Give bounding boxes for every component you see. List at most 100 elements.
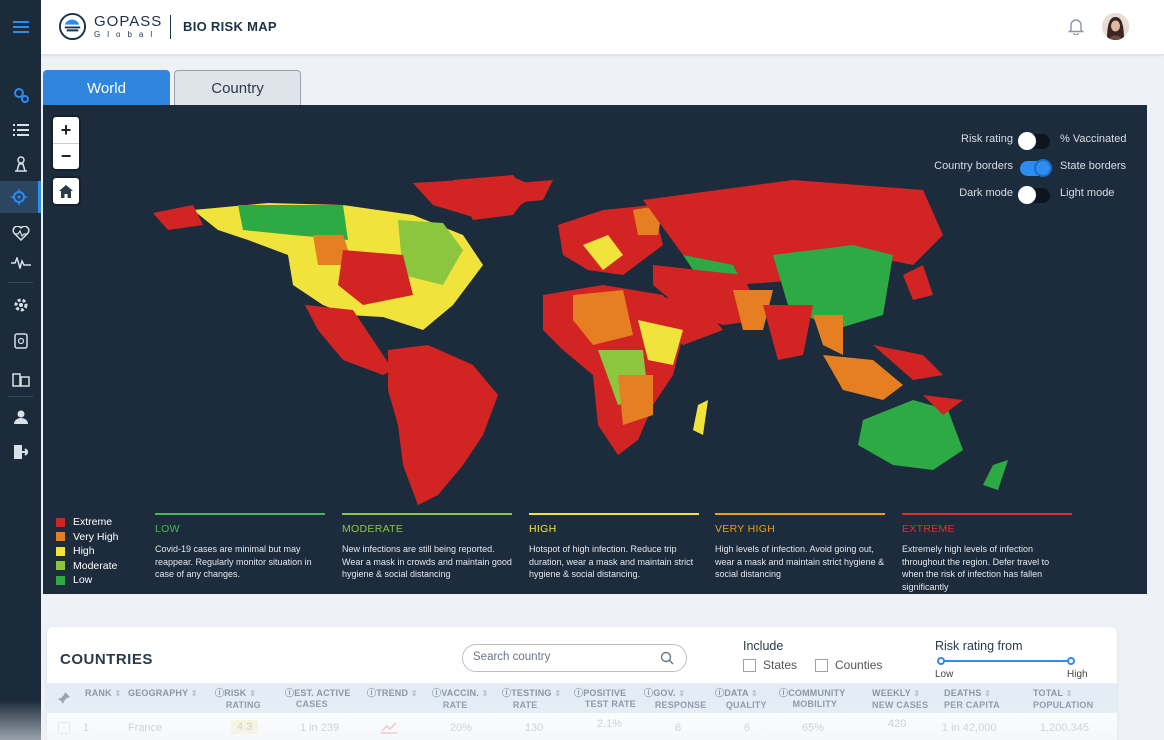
pin-icon[interactable]: [58, 692, 70, 704]
risk-level-low: LOW Covid-19 cases are minimal but may r…: [155, 513, 325, 581]
mode-switch[interactable]: [1018, 186, 1050, 204]
search-input[interactable]: [473, 651, 653, 663]
menu-icon[interactable]: [0, 12, 41, 42]
legend-item: Moderate: [56, 559, 119, 574]
gears-icon: [13, 88, 29, 103]
risk-vaccinated-switch[interactable]: [1018, 132, 1050, 150]
traveler-icon: [14, 156, 27, 172]
risk-level-title: VERY HIGH: [715, 523, 776, 535]
risk-level-title: LOW: [155, 523, 180, 535]
toggle-risk-vaccinated: Risk rating % Vaccinated: [923, 132, 1143, 151]
risk-level-title: HIGH: [529, 523, 557, 535]
document-icon: [13, 333, 28, 349]
sidebar-item-documents[interactable]: [0, 326, 41, 356]
cell-mobility: 65%: [802, 722, 825, 734]
row-checkbox[interactable]: [58, 722, 70, 734]
risk-level-title: EXTREME: [902, 523, 955, 535]
toggle-mode: Dark mode Light mode: [923, 186, 1143, 205]
sidebar-item-buildings[interactable]: [0, 364, 41, 394]
trend-up-icon: [381, 722, 397, 734]
column-header[interactable]: ⓘDATA ⇕ QUALITY: [715, 688, 767, 710]
column-header[interactable]: ⓘVACCIN. ⇕ RATE: [432, 688, 489, 710]
column-header[interactable]: ⓘCOMMUNITY MOBILITY: [779, 688, 846, 709]
reset-view-button[interactable]: [53, 178, 79, 204]
cell-active-cases: 1 in 239: [300, 722, 340, 734]
slider-high-label: High: [1067, 669, 1088, 680]
gopass-logo-icon: [58, 12, 87, 41]
legend-item: Low: [56, 573, 119, 588]
sidebar-item-health[interactable]: [0, 218, 41, 248]
legend-item: High: [56, 544, 119, 559]
cell-geography: France: [128, 722, 163, 734]
countries-title: COUNTRIES: [60, 651, 153, 668]
risk-level-high: HIGH Hotspot of high infection. Reduce t…: [529, 513, 699, 581]
tab-world[interactable]: World: [43, 70, 170, 106]
slider-low-handle[interactable]: [937, 657, 945, 665]
sidebar-item-travel[interactable]: [0, 149, 41, 179]
map-legend: Extreme Very High High Moderate Low: [56, 515, 119, 588]
column-header[interactable]: TOTAL ⇕ POPULATION: [1033, 688, 1094, 710]
column-header[interactable]: ⓘEST. ACTIVE CASES: [285, 688, 351, 709]
world-map-svg[interactable]: [43, 105, 1147, 594]
table-row[interactable]: 1 France 4.3 1 in 239 20% 130 2.1% 6 6 6…: [47, 715, 1117, 740]
top-header: GOPASS Global BIO RISK MAP: [41, 0, 1164, 54]
sidebar-item-logout[interactable]: [0, 437, 41, 467]
risk-range-slider[interactable]: [937, 657, 1075, 665]
include-states-checkbox[interactable]: States: [743, 658, 797, 672]
zoom-in-button[interactable]: +: [60, 119, 72, 140]
column-header[interactable]: ⓘTREND ⇕: [367, 688, 418, 698]
column-header[interactable]: ⓘTESTING ⇕ RATE: [502, 688, 562, 710]
risk-level-moderate: MODERATE New infections are still being …: [342, 513, 512, 581]
risk-level-extreme: EXTREME Extremely high levels of infecti…: [902, 513, 1072, 593]
cell-population: 1,200,345: [1040, 722, 1089, 734]
virus-icon: [11, 189, 27, 205]
notification-bell-icon[interactable]: [1068, 18, 1084, 35]
heart-pulse-icon: [12, 225, 29, 241]
page-title: BIO RISK MAP: [183, 19, 277, 34]
column-header[interactable]: ⓘRISK ⇕ RATING: [215, 688, 261, 710]
countries-table-header: RANK ⇕ GEOGRAPHY ⇕ ⓘRISK ⇕ RATING ⓘEST. …: [47, 683, 1117, 713]
activity-icon: [10, 257, 31, 269]
sidebar-item-bio-risk-map[interactable]: [0, 181, 41, 213]
column-header[interactable]: ⓘPOSITIVE TEST RATE: [574, 688, 636, 709]
zoom-control: + −: [53, 117, 79, 169]
sidebar-item-profile[interactable]: [0, 402, 41, 432]
cell-weekly-cases: 420: [888, 718, 907, 730]
risk-rating-from-label: Risk rating from: [935, 639, 1023, 653]
column-header[interactable]: GEOGRAPHY ⇕: [128, 688, 198, 698]
sidebar-item-dashboard[interactable]: [0, 80, 41, 110]
toggle-left-label: Dark mode: [959, 187, 1013, 199]
risk-level-desc: High levels of infection. Avoid going ou…: [715, 544, 885, 579]
risk-level-title: MODERATE: [342, 523, 404, 535]
sidebar-item-list[interactable]: [0, 115, 41, 145]
legend-item: Very High: [56, 530, 119, 545]
tab-country[interactable]: Country: [174, 70, 301, 106]
column-header[interactable]: WEEKLY ⇕ NEW CASES: [872, 688, 929, 710]
column-header[interactable]: RANK ⇕: [85, 688, 122, 698]
sidebar-item-activity[interactable]: [0, 248, 41, 278]
search-country[interactable]: [462, 644, 687, 672]
borders-switch[interactable]: [1020, 159, 1052, 177]
sidebar: [0, 0, 41, 740]
user-icon: [13, 410, 28, 424]
zoom-out-button[interactable]: −: [53, 143, 79, 169]
risk-level-desc: New infections are still being reported.…: [342, 544, 512, 579]
world-risk-map[interactable]: + − Risk rating % Vaccinated Country bor…: [43, 105, 1147, 594]
include-counties-checkbox[interactable]: Counties: [815, 658, 882, 672]
sidebar-item-settings[interactable]: [0, 290, 41, 320]
building-icon: [11, 373, 30, 387]
cell-data-quality: 6: [744, 722, 751, 734]
risk-level-desc: Covid-19 cases are minimal but may reapp…: [155, 544, 312, 579]
cell-testing-rate: 130: [525, 722, 544, 734]
search-icon[interactable]: [660, 651, 674, 665]
slider-high-handle[interactable]: [1067, 657, 1075, 665]
column-header[interactable]: DEATHS ⇕ PER CAPITA: [944, 688, 1000, 710]
slider-low-label: Low: [935, 669, 954, 680]
user-avatar[interactable]: [1102, 13, 1129, 40]
toggle-borders: Country borders State borders: [923, 159, 1143, 178]
cell-gov-response: 6: [675, 722, 682, 734]
cell-positive-rate: 2.1%: [597, 718, 623, 730]
column-header[interactable]: ⓘGOV. ⇕ RESPONSE: [644, 688, 707, 710]
cell-risk-rating: 4.3: [231, 720, 259, 734]
toggle-right-label: State borders: [1060, 160, 1127, 172]
